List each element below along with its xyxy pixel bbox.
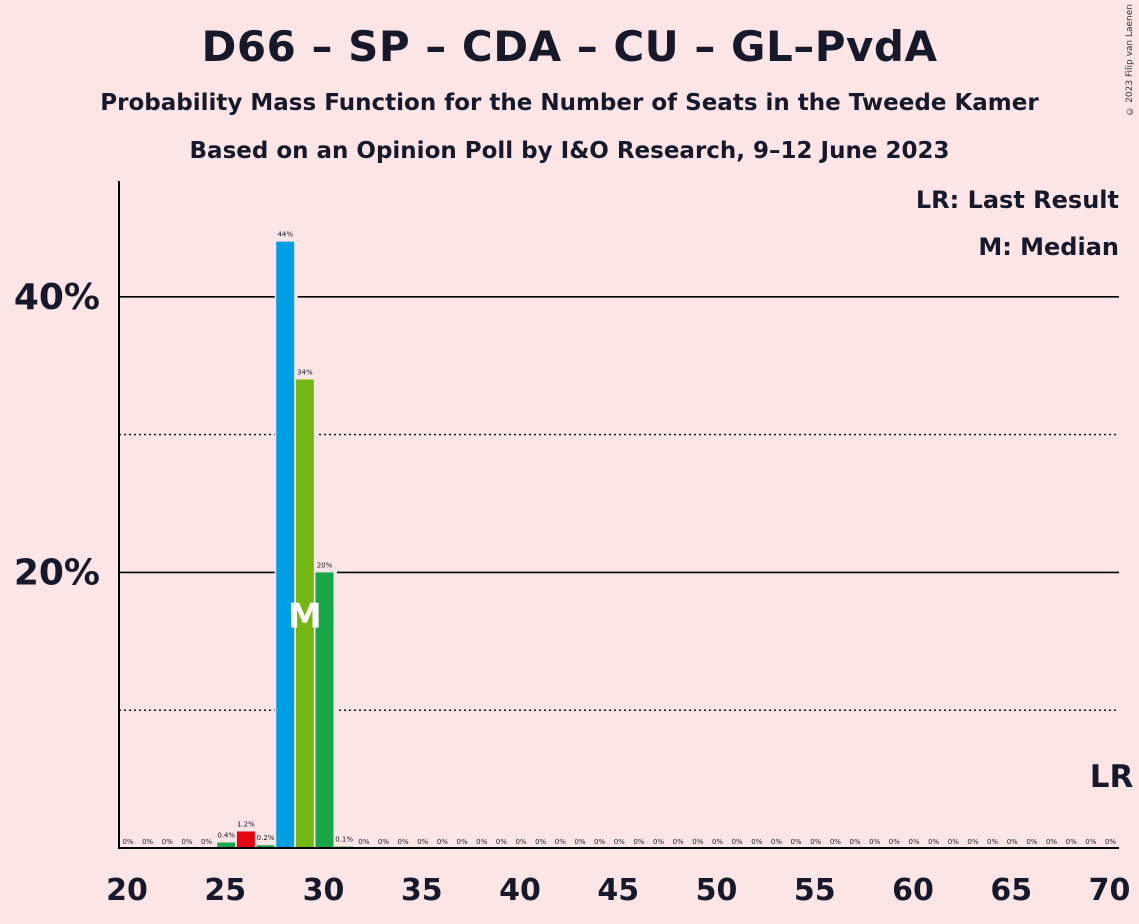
x-tick-label: 40 [499,873,541,908]
data-label: 0% [1066,838,1077,846]
data-label: 0% [456,838,467,846]
x-tick-label: 50 [696,873,738,908]
data-label: 0% [614,838,625,846]
data-label: 1.2% [237,820,255,828]
chart-subtitle: Probability Mass Function for the Number… [100,90,1039,116]
x-tick-label: 35 [401,873,443,908]
data-label: 0% [201,838,212,846]
x-tick-label: 65 [990,873,1032,908]
data-label: 0% [1046,838,1057,846]
data-label: 0% [771,838,782,846]
x-tick-label: 60 [892,873,934,908]
x-tick-label: 55 [794,873,836,908]
legend-last-result: LR: Last Result [915,186,1119,214]
data-label: 0% [496,838,507,846]
data-label: 0% [967,838,978,846]
data-label: 0% [987,838,998,846]
data-label: 0% [712,838,723,846]
data-label: 0% [948,838,959,846]
data-label: 0% [1007,838,1018,846]
data-label: 0% [928,838,939,846]
data-label: 0% [437,838,448,846]
data-label: 20% [317,561,333,569]
data-label: 0% [751,838,762,846]
data-label: 0% [791,838,802,846]
data-label: 0% [633,838,644,846]
last-result-marker: LR [1090,759,1134,795]
data-label: 0% [594,838,605,846]
data-label: 0% [515,838,526,846]
bar-seat-30 [315,572,334,848]
data-label: 0% [1085,838,1096,846]
data-label: 0.2% [257,834,275,842]
x-tick-label: 45 [597,873,639,908]
data-label: 0% [830,838,841,846]
legend-median: M: Median [978,233,1119,261]
data-label: 0% [732,838,743,846]
data-label: 0% [673,838,684,846]
data-label: 0% [476,838,487,846]
chart-title: D66 – SP – CDA – CU – GL–PvdA [201,22,938,71]
data-label: 0% [653,838,664,846]
data-label: 0% [535,838,546,846]
data-label: 0% [555,838,566,846]
x-tick-label: 70 [1089,873,1131,908]
data-label: 0% [889,838,900,846]
chart-source-line: Based on an Opinion Poll by I&O Research… [189,138,950,164]
bar-seat-25 [217,842,236,848]
x-tick-label: 30 [303,873,345,908]
data-label: 0% [162,838,173,846]
x-tick-label: 20 [106,873,148,908]
bar-seat-29 [295,379,314,848]
data-label: 0% [908,838,919,846]
data-label: 0% [869,838,880,846]
x-tick-label: 25 [204,873,246,908]
data-label: 0% [398,838,409,846]
data-label: 0% [1026,838,1037,846]
bar-seat-26 [236,831,255,848]
data-label: 0% [122,838,133,846]
data-label: 0% [378,838,389,846]
data-label: 44% [277,231,293,239]
bar-seat-27 [256,845,275,848]
data-label: 0% [181,838,192,846]
data-label: 0% [574,838,585,846]
y-tick-label: 20% [14,552,100,593]
bar-seat-28 [276,241,295,848]
data-label: 0% [417,838,428,846]
data-label: 0% [142,838,153,846]
y-tick-label: 40% [14,277,100,318]
data-label: 0% [1105,838,1116,846]
median-marker: M [288,597,322,637]
data-label: 34% [297,368,313,376]
data-label: 0.1% [335,836,353,844]
data-label: 0% [810,838,821,846]
data-label: 0% [692,838,703,846]
data-label: 0% [358,838,369,846]
data-label: 0% [849,838,860,846]
data-label: 0.4% [217,831,235,839]
